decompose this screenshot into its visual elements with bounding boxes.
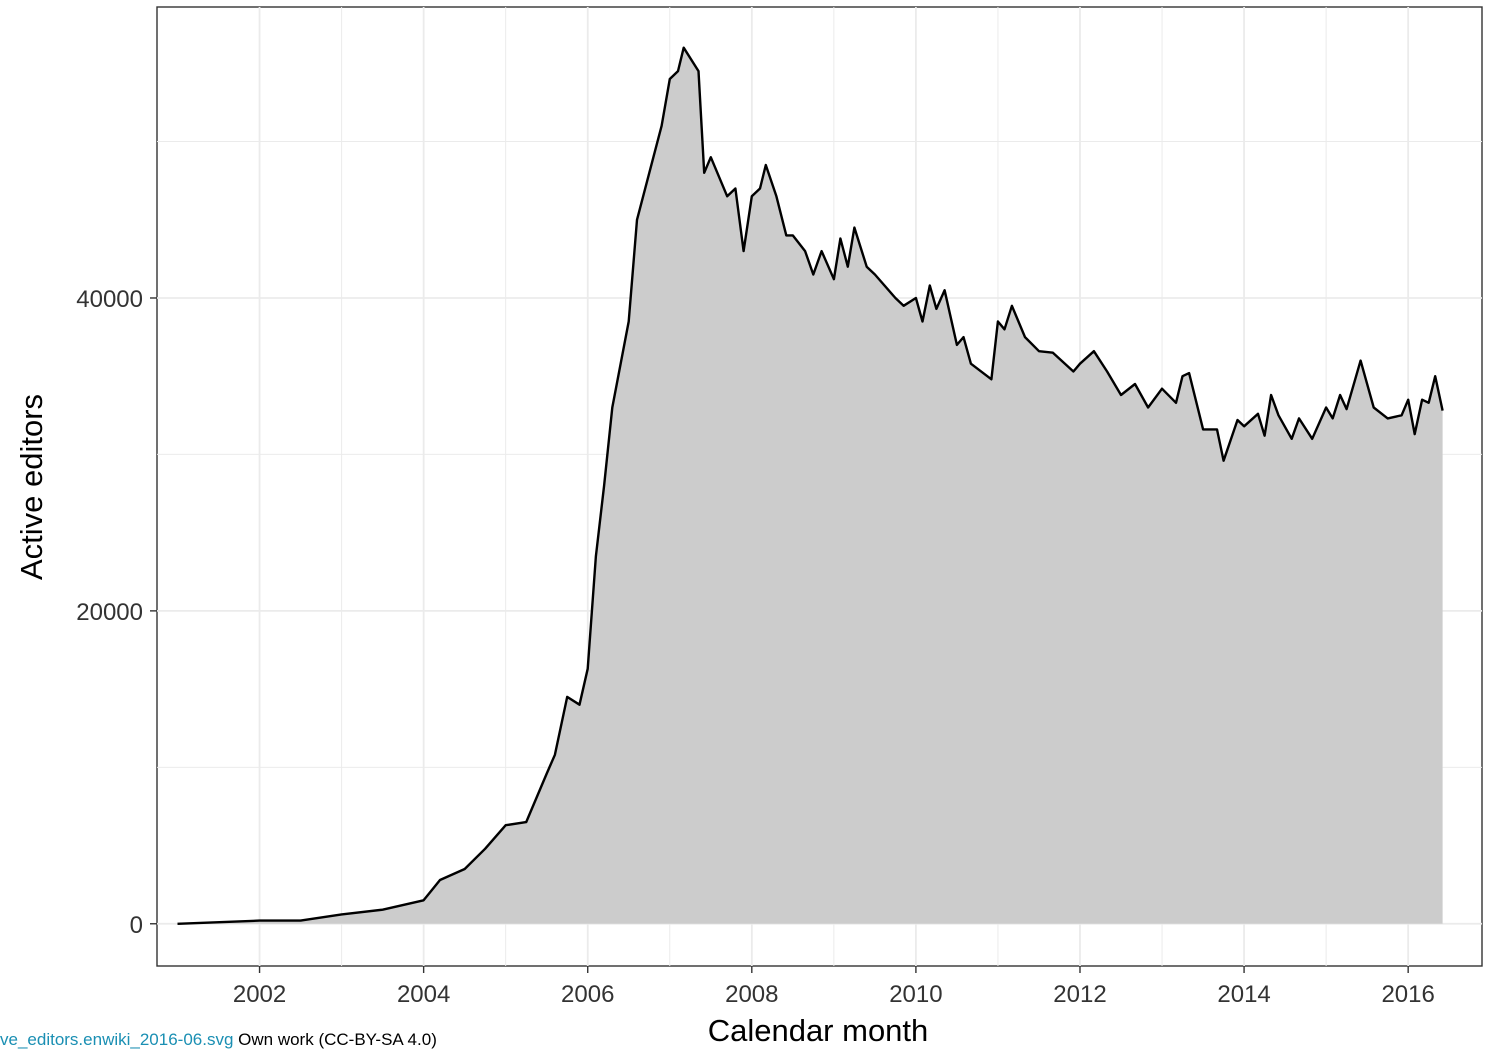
x-axis-title: Calendar month	[708, 1013, 929, 1048]
axes: 2002 2004 2006 2008 2010 2012 2014 2016 0 20000 40…	[76, 286, 1435, 1008]
y-axis-title: Active editors	[14, 394, 49, 580]
source-file-link[interactable]: ve_editors.enwiki_2016-06.svg	[0, 1030, 234, 1049]
active-editors-line	[177, 46, 1444, 925]
y-tick-label: 20000	[76, 599, 143, 626]
image-credit: ve_editors.enwiki_2016-06.svg Own work (…	[0, 1030, 437, 1050]
y-tick-label: 0	[130, 912, 143, 939]
x-tick-label: 2006	[561, 981, 614, 1008]
x-tick-label: 2004	[397, 981, 450, 1008]
license-text: Own work (CC-BY-SA 4.0)	[233, 1030, 437, 1049]
x-tick-label: 2002	[233, 981, 286, 1008]
x-tick-label: 2012	[1053, 981, 1106, 1008]
y-tick-label: 40000	[76, 286, 143, 313]
x-tick-label: 2016	[1381, 981, 1434, 1008]
active-editors-area	[177, 47, 1443, 924]
x-tick-label: 2014	[1217, 981, 1270, 1008]
area-layer	[177, 46, 1444, 925]
x-tick-label: 2010	[889, 981, 942, 1008]
x-tick-label: 2008	[725, 981, 778, 1008]
